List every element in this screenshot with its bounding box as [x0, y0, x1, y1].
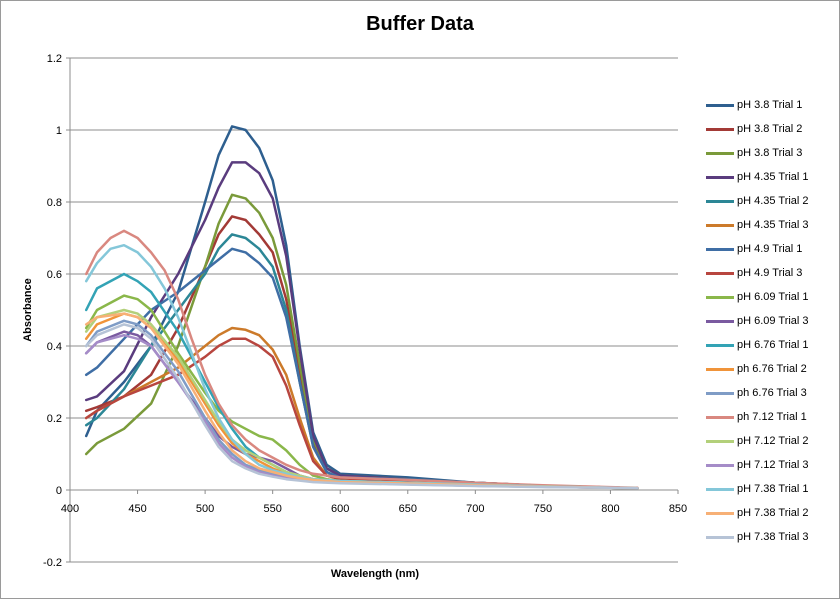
legend-label: pH 7.38 Trial 3 [737, 531, 809, 543]
legend-item: pH 3.8 Trial 2 [706, 117, 836, 141]
legend-item: pH 4.35 Trial 1 [706, 165, 836, 189]
legend-label: pH 3.8 Trial 1 [737, 99, 803, 111]
x-tick-label: 750 [534, 503, 552, 515]
y-axis-label: Absorbance [22, 278, 34, 342]
legend-swatch [706, 439, 734, 443]
legend-label: pH 7.12 Trial 2 [737, 435, 809, 447]
series-line-1 [84, 125, 639, 490]
x-tick-label: 400 [61, 503, 79, 515]
legend-label: pH 3.8 Trial 2 [737, 123, 803, 135]
series-line-4 [84, 161, 639, 490]
legend-item: pH 4.35 Trial 3 [706, 213, 836, 237]
legend-swatch [706, 391, 734, 395]
legend-swatch [706, 199, 734, 203]
legend-label: pH 7.38 Trial 1 [737, 483, 809, 495]
legend-swatch [706, 487, 734, 491]
legend-item: pH 4.35 Trial 2 [706, 189, 836, 213]
legend-item: pH 7.12 Trial 3 [706, 453, 836, 477]
legend-item: pH 7.12 Trial 2 [706, 429, 836, 453]
legend-swatch [706, 103, 734, 107]
legend-item: pH 6.09 Trial 3 [706, 309, 836, 333]
legend-label: pH 7.12 Trial 3 [737, 459, 809, 471]
legend-item: pH 4.9 Trial 1 [706, 237, 836, 261]
y-tick-label: 0.2 [47, 413, 62, 425]
legend-swatch [706, 367, 734, 371]
series-lines [84, 125, 639, 490]
legend-swatch [706, 223, 734, 227]
legend-label: pH 4.35 Trial 3 [737, 219, 809, 231]
legend-swatch [706, 319, 734, 323]
series-line-19 [84, 323, 639, 490]
y-tick-label: 0.8 [47, 197, 62, 209]
legend-item: pH 3.8 Trial 1 [706, 93, 836, 117]
legend-swatch [706, 295, 734, 299]
legend-item: pH 6.09 Trial 1 [706, 285, 836, 309]
series-line-10 [84, 330, 639, 490]
legend-swatch [706, 511, 734, 515]
series-line-5 [84, 233, 639, 490]
legend-label: pH 6.09 Trial 3 [737, 315, 809, 327]
y-tick-label: 0.6 [47, 269, 62, 281]
legend-label: pH 4.9 Trial 1 [737, 243, 803, 255]
legend-label: pH 3.8 Trial 3 [737, 147, 803, 159]
legend-label: pH 6.09 Trial 1 [737, 291, 809, 303]
legend-item: ph 6.76 Trial 2 [706, 357, 836, 381]
y-tick-label: 1 [56, 125, 62, 137]
series-line-11 [84, 272, 639, 490]
legend-swatch [706, 127, 734, 131]
legend-label: pH 6.76 Trial 1 [737, 339, 809, 351]
y-tick-label: -0.2 [43, 557, 62, 569]
axes [66, 57, 679, 563]
x-tick-label: 800 [601, 503, 619, 515]
legend-label: pH 4.35 Trial 1 [737, 171, 809, 183]
y-tick-label: 0 [56, 485, 62, 497]
x-axis-label: Wavelength (nm) [331, 568, 420, 580]
legend-label: pH 7.38 Trial 2 [737, 507, 809, 519]
legend-item: pH 4.9 Trial 3 [706, 261, 836, 285]
legend-item: pH 3.8 Trial 3 [706, 141, 836, 165]
series-line-8 [84, 337, 639, 490]
legend-item: pH 7.38 Trial 2 [706, 501, 836, 525]
x-tick-label: 550 [263, 503, 281, 515]
legend-swatch [706, 175, 734, 179]
x-tick-label: 600 [331, 503, 349, 515]
series-line-9 [84, 294, 639, 490]
legend-item: ph 7.12 Trial 1 [706, 405, 836, 429]
x-tick-label: 650 [399, 503, 417, 515]
x-tick-label: 500 [196, 503, 214, 515]
legend-label: ph 7.12 Trial 1 [737, 411, 807, 423]
legend-label: pH 4.35 Trial 2 [737, 195, 809, 207]
legend-swatch [706, 247, 734, 251]
x-tick-label: 700 [466, 503, 484, 515]
legend-swatch [706, 271, 734, 275]
legend-swatch [706, 151, 734, 155]
legend-label: ph 6.76 Trial 3 [737, 387, 807, 399]
y-tick-label: 1.2 [47, 53, 62, 65]
legend-label: ph 6.76 Trial 2 [737, 363, 807, 375]
x-tick-label: 850 [669, 503, 687, 515]
legend-swatch [706, 415, 734, 419]
legend-label: pH 4.9 Trial 3 [737, 267, 803, 279]
chart-title: Buffer Data [366, 13, 474, 35]
legend-swatch [706, 463, 734, 467]
gridlines [70, 57, 678, 563]
legend-item: ph 6.76 Trial 3 [706, 381, 836, 405]
legend-item: pH 6.76 Trial 1 [706, 333, 836, 357]
tick-labels: -0.2 0 0.2 0.4 0.6 0.8 1 1.2 400 450 500 550 600 650 7… [43, 53, 687, 569]
legend-swatch [706, 343, 734, 347]
series-line-14 [84, 229, 639, 490]
legend-item: pH 7.38 Trial 3 [706, 525, 836, 549]
y-tick-label: 0.4 [47, 341, 62, 353]
x-tick-label: 450 [128, 503, 146, 515]
legend-item: pH 7.38 Trial 1 [706, 477, 836, 501]
legend-swatch [706, 535, 734, 539]
legend: pH 3.8 Trial 1 pH 3.8 Trial 2 pH 3.8 Trial… [706, 93, 836, 549]
